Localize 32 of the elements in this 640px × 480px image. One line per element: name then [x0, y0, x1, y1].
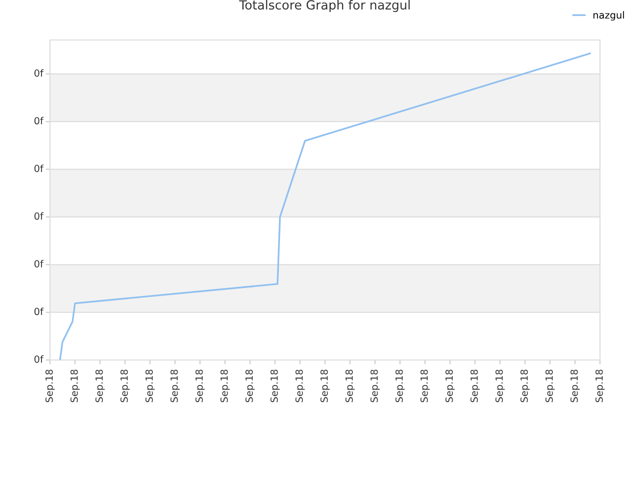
x-tick-label: Sep.18	[295, 370, 305, 402]
x-tick-label: Sep.18	[445, 370, 455, 402]
chart-title: Totalscore Graph for nazgul	[239, 0, 410, 12]
text: 0f	[34, 308, 44, 316]
text: 0f	[34, 260, 44, 268]
x-tick-label: Sep.18	[195, 370, 205, 402]
x-tick-label: Sep.18	[45, 370, 55, 402]
text: 0f	[34, 164, 44, 172]
x-tick-label: Sep.18	[570, 370, 580, 402]
x-tick-label: Sep.18	[470, 370, 480, 402]
x-tick-label: Sep.18	[120, 370, 130, 402]
x-tick-label: Sep.18	[245, 370, 255, 402]
x-tick-label: Sep.18	[595, 370, 605, 402]
x-tick-label: Sep.18	[95, 370, 105, 402]
x-tick-label: Sep.18	[320, 370, 330, 402]
text: 0f	[34, 212, 44, 220]
x-tick-label: Sep.18	[420, 370, 430, 402]
x-tick-label: Sep.18	[145, 370, 155, 402]
x-tick-label: Sep.18	[220, 370, 230, 402]
x-tick-label: Sep.18	[395, 370, 405, 402]
text: 0f	[34, 116, 44, 124]
x-tick-label: Sep.18	[495, 370, 505, 402]
x-tick-label: Sep.18	[170, 370, 180, 402]
x-tick-label: Sep.18	[520, 370, 530, 402]
text: 0f	[34, 69, 44, 77]
legend-label: nazgul	[593, 11, 624, 21]
x-tick-label: Sep.18	[270, 370, 280, 402]
x-tick-label: Sep.18	[345, 370, 355, 402]
x-tick-label: Sep.18	[545, 370, 555, 402]
text: 0f	[34, 355, 44, 363]
x-tick-label: Sep.18	[70, 370, 80, 402]
x-tick-label: Sep.18	[370, 370, 380, 402]
